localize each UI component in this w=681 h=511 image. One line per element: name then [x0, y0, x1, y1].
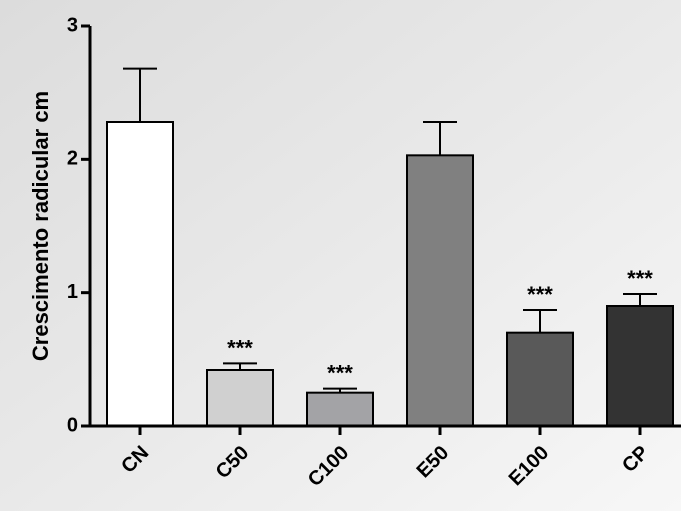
bar [207, 370, 273, 426]
y-tick-label: 0 [67, 414, 78, 436]
bar [507, 333, 573, 426]
y-tick-label: 3 [67, 14, 78, 36]
significance-label: *** [327, 361, 353, 386]
bar [307, 393, 373, 426]
significance-label: *** [527, 282, 553, 307]
significance-label: *** [227, 335, 253, 360]
chart: Crescimento radicular cm 0123CN***C50***… [0, 0, 681, 511]
significance-label: *** [627, 266, 653, 291]
bar [407, 155, 473, 426]
y-axis-label: Crescimento radicular cm [28, 91, 53, 361]
y-tick-label: 1 [67, 281, 78, 303]
y-tick-label: 2 [67, 148, 78, 170]
bar [107, 122, 173, 426]
bar [607, 306, 673, 426]
